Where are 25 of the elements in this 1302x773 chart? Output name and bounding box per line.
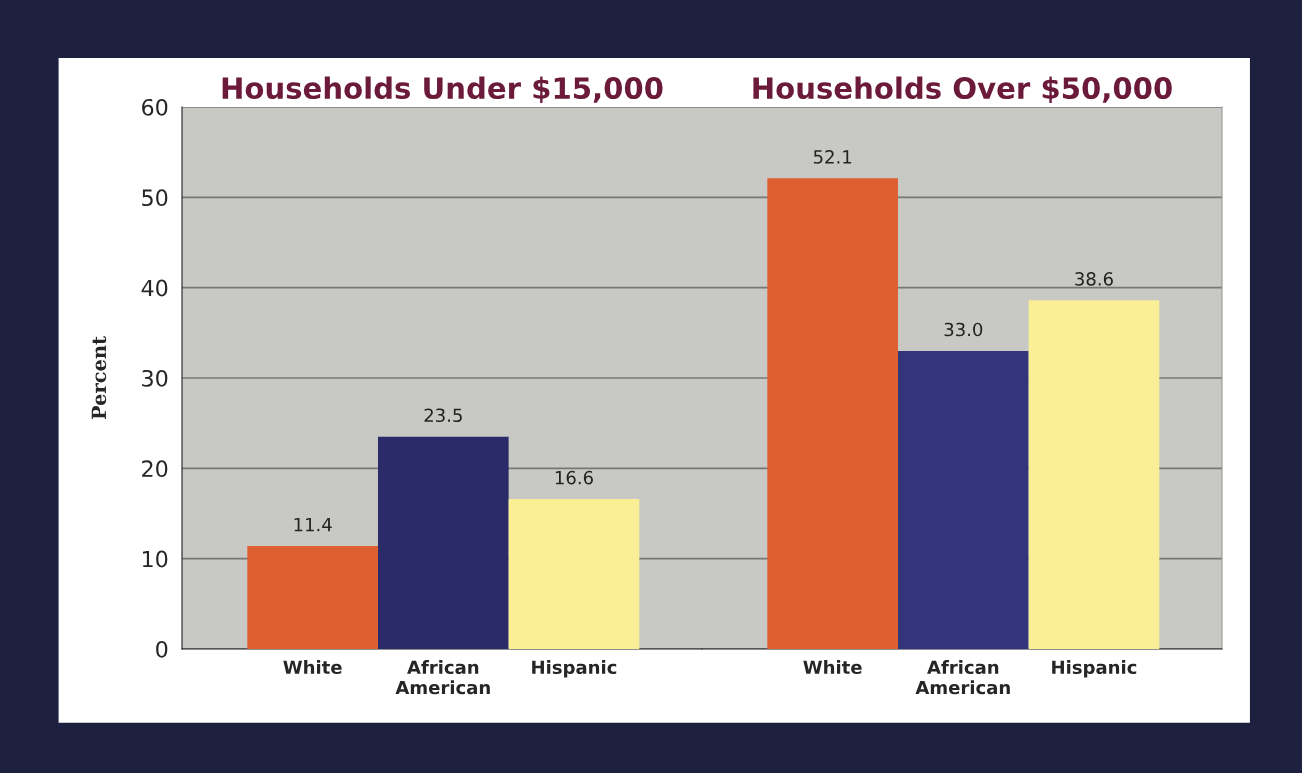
x-tick-label: White <box>283 660 342 675</box>
y-tick-label: 50 <box>142 189 168 207</box>
chart-title: Households Over $50,000 <box>753 76 1172 103</box>
data-label: 16.6 <box>555 470 593 485</box>
data-label: 52.1 <box>813 150 852 164</box>
x-tick-label: African American <box>395 660 490 695</box>
chart-title: Households Under $15,000 <box>222 76 663 103</box>
data-label: 11.4 <box>294 517 332 532</box>
x-tick-label: Hispanic <box>532 660 617 678</box>
x-tick-label: African American <box>915 660 1010 695</box>
data-label: 33.0 <box>944 322 983 337</box>
y-tick-label: 20 <box>142 460 168 478</box>
x-tick-label: Hispanic <box>1052 660 1137 678</box>
bar <box>247 546 378 649</box>
y-tick-label: 30 <box>142 369 168 387</box>
y-tick-label: 0 <box>156 640 168 658</box>
y-tick-label: 10 <box>142 550 168 568</box>
data-label: 38.6 <box>1075 272 1113 286</box>
y-axis-title: Percent <box>91 336 107 420</box>
y-tick-label: 60 <box>142 98 168 116</box>
bar <box>377 436 509 649</box>
data-label: 23.5 <box>424 408 462 423</box>
bar <box>508 499 640 649</box>
y-tick-label: 40 <box>141 279 168 297</box>
x-tick-label: White <box>803 660 862 675</box>
